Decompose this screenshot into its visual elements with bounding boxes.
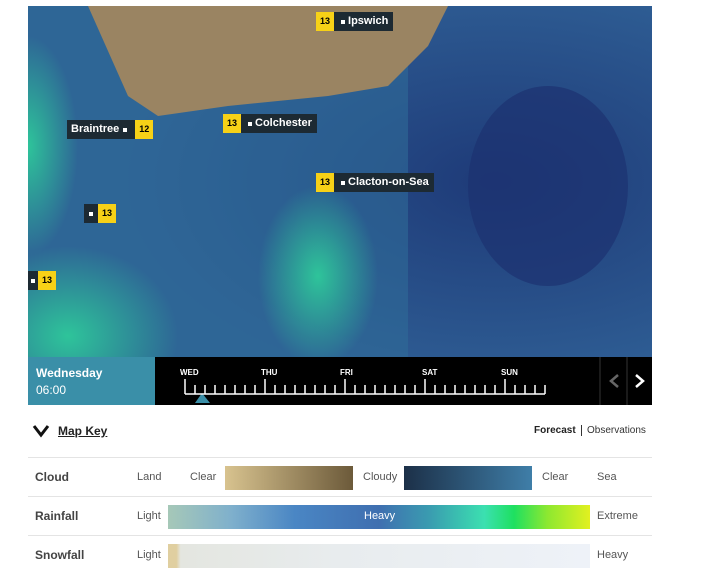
key-text: Light [137, 510, 161, 522]
key-text: Clear [542, 471, 569, 483]
day-label: SUN [501, 368, 518, 377]
place-pin[interactable]: Braintree 12 [67, 120, 154, 139]
map-key-toggle[interactable]: Map Key [58, 424, 108, 438]
key-text: Light [137, 549, 161, 561]
day-label: FRI [340, 368, 353, 377]
key-text: Heavy [597, 549, 629, 561]
day-label: THU [261, 368, 278, 377]
tab[interactable]: Forecast [534, 425, 582, 436]
timeline-ticks [184, 357, 645, 405]
timeline[interactable] [155, 357, 652, 405]
place-name: Clacton-on-Sea [348, 176, 429, 188]
rain-scale [168, 505, 590, 529]
key-text: Cloudy [363, 471, 398, 483]
temperature: 13 [223, 114, 242, 133]
key-text: Extreme [597, 510, 638, 522]
place-pin[interactable]: 13 [28, 271, 57, 290]
collapse-icon[interactable] [32, 424, 52, 438]
sea-scale [404, 466, 532, 490]
temperature: 13 [316, 12, 335, 31]
day: Wednesday [36, 366, 103, 380]
temperature: 12 [135, 120, 154, 139]
snow-scale [168, 544, 590, 568]
key-text: Clear [190, 471, 217, 483]
place-pin[interactable]: 13 [84, 204, 117, 223]
key-label: Cloud [35, 470, 69, 484]
key-text: Heavy [364, 510, 396, 522]
key-row: Cloud Land Clear Cloudy Clear Sea [28, 457, 652, 497]
time: 06:00 [36, 383, 67, 397]
temperature: 13 [316, 173, 335, 192]
prev-arrow[interactable] [609, 374, 619, 388]
temperature: 13 [98, 204, 117, 223]
tab[interactable]: Observations [587, 425, 646, 436]
key-row: Rainfall Light Heavy Extreme [28, 496, 652, 536]
land-scale [225, 466, 353, 490]
place-pin[interactable]: 13 Clacton-on-Sea [316, 173, 434, 192]
temperature: 13 [38, 271, 57, 290]
place-name: Ipswich [348, 15, 389, 27]
place-pin[interactable]: 13 Ipswich [316, 12, 394, 31]
key-text: Sea [597, 471, 617, 483]
current-time: Wednesday 06:00 [28, 357, 155, 405]
key-label: Rainfall [35, 509, 79, 523]
next-arrow[interactable] [635, 374, 645, 388]
key-label: Snowfall [35, 548, 85, 562]
key-row: Snowfall Light Heavy [28, 535, 652, 575]
day-label: SAT [422, 368, 438, 377]
place-name: Colchester [255, 117, 312, 129]
day-label: WED [180, 368, 199, 377]
place-name: Braintree [71, 123, 120, 135]
key-text: Land [137, 471, 162, 483]
place-pin[interactable]: 13 Colchester [223, 114, 317, 133]
